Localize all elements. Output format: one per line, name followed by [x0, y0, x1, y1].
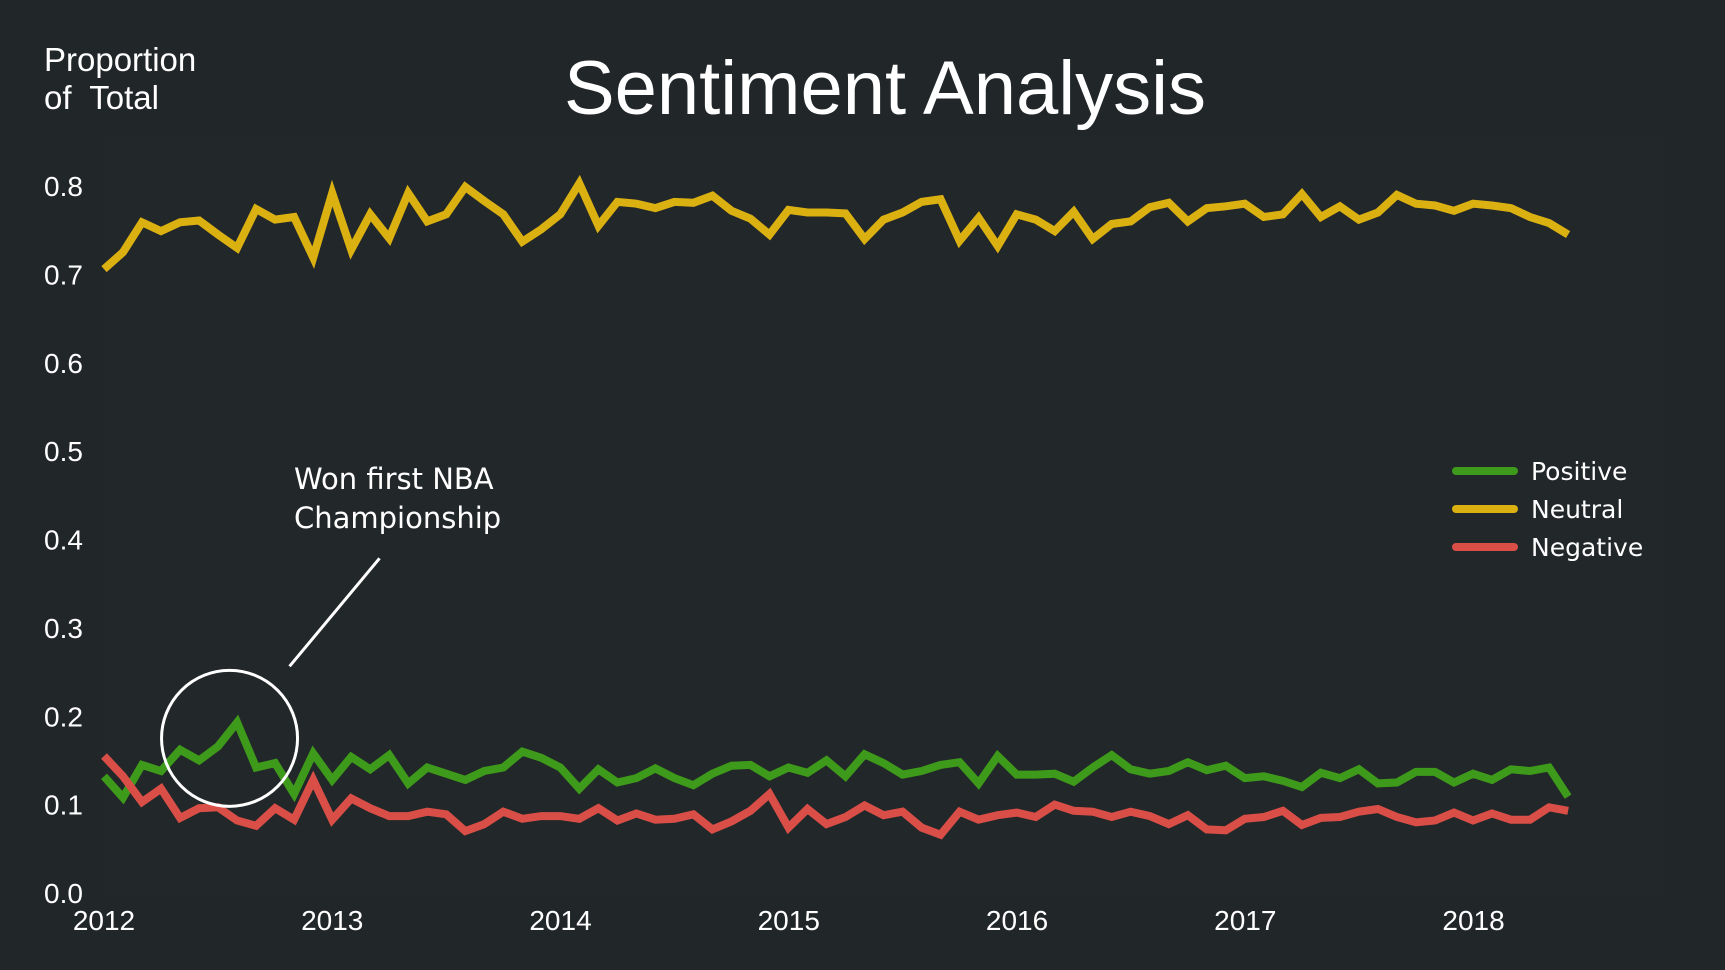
y-tick-label: 0.1: [44, 790, 83, 821]
series-line-positive: [101, 714, 1572, 805]
y-tick-label: 0.5: [44, 436, 83, 467]
y-axis-label-line-2: of Total: [44, 79, 159, 116]
x-tick-label: 2016: [986, 905, 1048, 936]
x-tick-label: 2014: [529, 905, 591, 936]
y-tick-label: 0.6: [44, 348, 83, 379]
y-tick-label: 0.3: [44, 613, 83, 644]
y-tick-label: 0.7: [44, 259, 83, 290]
y-axis-ticks: 0.0 0.1 0.2 0.3 0.4 0.5 0.6 0.7 0.8: [44, 171, 83, 909]
y-tick-label: 0.2: [44, 701, 83, 732]
annotation: Won first NBA Championship: [160, 462, 501, 808]
x-axis-ticks: 2012 2013 2014 2015 2016 2017 2018: [73, 905, 1505, 936]
legend-label: Positive: [1531, 457, 1627, 486]
legend-label: Neutral: [1531, 495, 1623, 524]
annotation-highlight-circle: [160, 668, 300, 808]
y-tick-label: 0.4: [44, 525, 83, 556]
x-tick-label: 2017: [1214, 905, 1276, 936]
series-line-negative: [101, 753, 1569, 840]
x-tick-label: 2015: [758, 905, 820, 936]
y-axis-label-line-1: Proportion: [44, 41, 196, 78]
chart-title: Sentiment Analysis: [564, 46, 1206, 131]
legend: Positive Neutral Negative: [1452, 457, 1643, 562]
series-lines: [101, 174, 1572, 840]
legend-entry-negative: Negative: [1452, 533, 1643, 562]
series-line-neutral: [101, 174, 1571, 273]
annotation-pointer-line: [288, 557, 381, 668]
y-tick-label: 0.0: [44, 878, 83, 909]
x-tick-label: 2013: [301, 905, 363, 936]
legend-entry-neutral: Neutral: [1452, 495, 1623, 524]
legend-label: Negative: [1531, 533, 1643, 562]
x-tick-label: 2012: [73, 905, 135, 936]
y-tick-label: 0.8: [44, 171, 83, 202]
x-tick-label: 2018: [1442, 905, 1504, 936]
annotation-text-line-1: Won first NBA: [294, 462, 494, 496]
annotation-text-line-2: Championship: [294, 501, 501, 535]
legend-entry-positive: Positive: [1452, 457, 1627, 486]
